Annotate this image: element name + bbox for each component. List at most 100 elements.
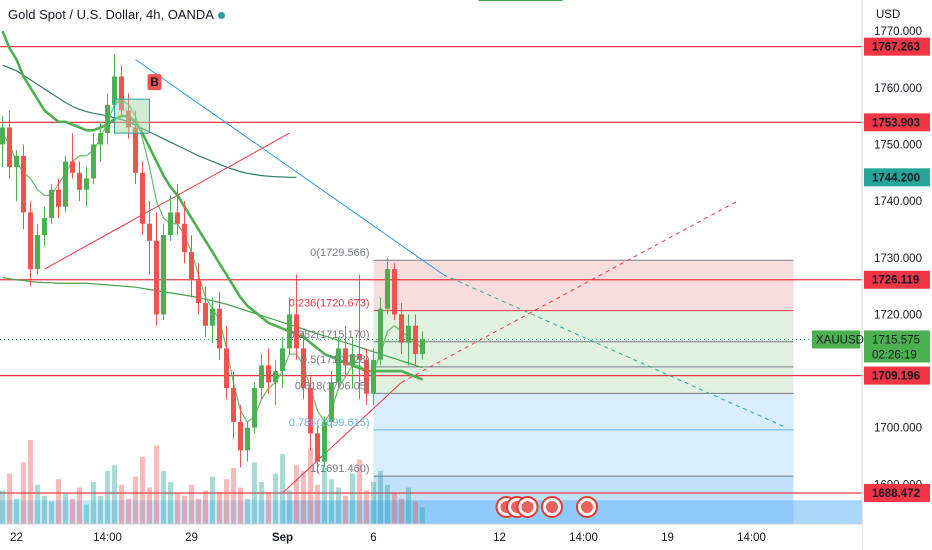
candle-body <box>294 314 299 349</box>
candle-body <box>168 212 173 236</box>
level-label: 1767.263 <box>864 37 930 56</box>
volume-bar <box>357 459 362 524</box>
candle-body <box>42 218 47 236</box>
level-label: 1688.472 <box>864 484 930 503</box>
candle-body <box>357 354 362 360</box>
currency-label: USD <box>876 9 900 21</box>
volume-bar <box>364 490 369 524</box>
volume-bar <box>112 465 117 524</box>
x-tick-label: 19 <box>661 532 674 544</box>
candle-body <box>140 172 145 224</box>
candle-body <box>266 365 271 383</box>
level-label-text: 1709.196 <box>872 371 920 383</box>
volume-bar <box>301 470 306 524</box>
symbol-tag-bg <box>812 330 860 349</box>
volume-bar <box>273 473 278 524</box>
fib-label: 1(1691.460) <box>310 463 369 475</box>
level-label-text: 1753.903 <box>872 117 920 129</box>
candle-body <box>336 348 341 383</box>
candle-body <box>196 280 201 304</box>
x-tick-label: 22 <box>10 532 23 544</box>
volume-bar <box>168 482 173 524</box>
candle-body <box>70 161 75 173</box>
fib-label: 0.382(1715.170) <box>289 329 370 341</box>
candle-body <box>252 388 257 428</box>
candle-body <box>161 235 166 315</box>
candle-body <box>175 212 180 224</box>
candle-body <box>112 76 117 105</box>
y-tick-label: 1700.000 <box>874 423 922 435</box>
event-flag-dot <box>521 501 534 513</box>
candle-body <box>392 269 397 315</box>
b-marker-label: B <box>150 77 158 89</box>
candle-body <box>147 223 152 241</box>
volume-bar <box>49 501 54 524</box>
candle-body <box>329 382 334 423</box>
fib-zone-top <box>373 260 794 311</box>
current-price-label: 1715.575 02:26:19 <box>864 330 930 363</box>
candle-body <box>406 325 411 343</box>
volume-bar <box>329 479 334 524</box>
volume-bar <box>42 496 47 524</box>
volume-bar <box>336 487 341 524</box>
volume-bar <box>385 484 390 524</box>
volume-bar <box>126 498 131 524</box>
volume-bar <box>147 487 152 524</box>
y-tick-label: 1770.000 <box>874 26 922 38</box>
volume-bar <box>91 482 96 524</box>
volume-bar <box>105 470 110 524</box>
x-tick-label: 6 <box>370 532 376 544</box>
volume-bar <box>420 507 425 524</box>
level-label: 1753.903 <box>864 113 930 132</box>
volume-bar <box>210 476 215 524</box>
level-label-text: 1767.263 <box>872 42 920 54</box>
ma-level-label-text: 1744.200 <box>872 172 920 184</box>
candle-body <box>28 212 33 270</box>
candle-body <box>210 308 215 326</box>
candle-body <box>49 189 54 219</box>
trend-line <box>443 274 787 429</box>
candle-body <box>0 127 5 145</box>
candle-body <box>315 433 320 462</box>
candle-body <box>273 371 278 383</box>
volume-bar <box>189 484 194 524</box>
volume-bar <box>406 487 411 524</box>
ma-level-label-bg <box>864 168 930 187</box>
ma-level-label: 1744.200 <box>864 168 930 187</box>
candle-body <box>385 269 390 309</box>
volume-bar <box>98 496 103 524</box>
volume-bar <box>371 482 376 524</box>
level-label-text: 1726.119 <box>872 275 919 287</box>
support-zone <box>282 500 862 524</box>
candle-body <box>84 178 89 190</box>
candle-body <box>203 303 208 326</box>
candle-body <box>14 155 19 168</box>
volume-bar <box>203 490 208 524</box>
candle-body <box>98 133 103 145</box>
candle-body <box>399 314 404 343</box>
volume-bar <box>252 462 257 524</box>
volume-bar <box>392 493 397 524</box>
candle-body <box>378 308 383 360</box>
candle-body <box>217 308 222 349</box>
level-label-text: 1688.472 <box>872 488 920 500</box>
fib-label: 0.5(1710.728) <box>301 354 370 366</box>
plot-area: B 0(1729.566) 0.236(1720.673) 0.382(1715.17… <box>0 0 862 524</box>
volume-bar <box>0 490 5 524</box>
x-tick-label: 14:00 <box>737 532 766 544</box>
chart-title: Gold Spot / U.S. Dollar, 4h, OANDA <box>8 7 225 22</box>
volume-bar <box>322 468 327 524</box>
symbol-tag-text: XAUUSD <box>816 334 864 346</box>
fib-label: 0.786(1699.615) <box>289 417 370 429</box>
support-zone-left <box>0 500 283 524</box>
volume-bar <box>217 493 222 524</box>
volume-bar <box>28 440 33 524</box>
event-flag-icon <box>516 496 539 518</box>
fib-label: 0.618(1706.05) <box>295 380 370 392</box>
x-tick-label: 29 <box>185 532 198 544</box>
candle-body <box>77 172 82 190</box>
current-price-text: 1715.575 <box>872 334 920 346</box>
volume-bar <box>21 462 26 524</box>
candle-body <box>105 104 110 134</box>
